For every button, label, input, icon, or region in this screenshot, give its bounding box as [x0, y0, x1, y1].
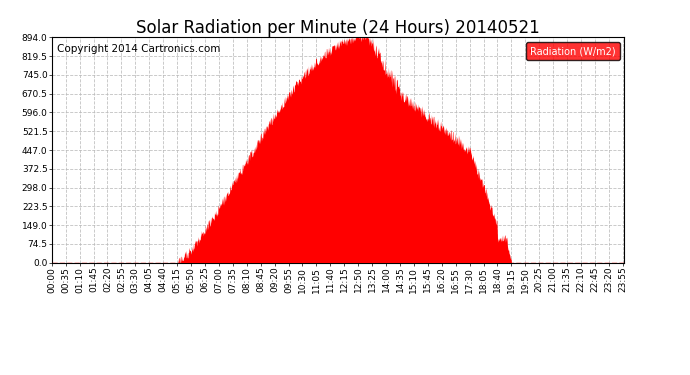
Legend: Radiation (W/m2): Radiation (W/m2) [526, 42, 620, 60]
Title: Solar Radiation per Minute (24 Hours) 20140521: Solar Radiation per Minute (24 Hours) 20… [136, 20, 540, 38]
Text: Copyright 2014 Cartronics.com: Copyright 2014 Cartronics.com [57, 44, 221, 54]
